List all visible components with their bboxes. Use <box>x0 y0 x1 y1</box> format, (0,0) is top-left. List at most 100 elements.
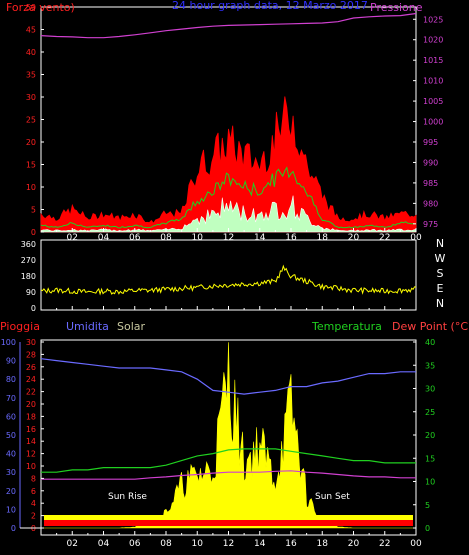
wind-min-area <box>40 195 417 233</box>
solar-tick-label: 20 <box>26 400 36 409</box>
sunset-annotation: Sun Set <box>315 492 350 502</box>
wind-time-tick-label: 22 <box>379 233 390 243</box>
wind-gust-area <box>40 96 417 233</box>
direction-tick-label: 180 <box>21 272 36 281</box>
humidity-line <box>40 358 416 395</box>
pressure-tick-label: 1000 <box>423 118 443 127</box>
wind-average-line <box>40 166 417 229</box>
humidity-tick-label: 30 <box>6 468 16 477</box>
compass-label: N <box>436 297 444 310</box>
direction-time-tick-label: 22 <box>379 0 390 3</box>
solar-tick-label: 28 <box>26 350 36 359</box>
rain-axis-label: Pioggia <box>0 320 40 333</box>
pressure-tick-label: 1020 <box>423 36 443 45</box>
direction-time-tick-label: 12 <box>223 0 234 3</box>
direction-tick-label: 360 <box>21 240 36 249</box>
wind-time-tick-label: 16 <box>285 233 297 243</box>
wind-time-tick-label: 06 <box>129 233 141 243</box>
wind-time-tick-label: 18 <box>317 233 329 243</box>
wind-pressure-plot <box>40 12 417 233</box>
pressure-tick-label: 1010 <box>423 77 443 86</box>
direction-time-tick-label: 16 <box>285 0 297 3</box>
temperature-tick-label: 15 <box>425 454 435 463</box>
temperature-tick-label: 30 <box>425 385 435 394</box>
temperature-tick-label: 20 <box>425 431 435 440</box>
solar-time-tick-label: 02 <box>67 539 78 549</box>
pressure-axis-label: Pressione <box>370 1 423 14</box>
humidity-tick-label: 60 <box>6 412 16 421</box>
pressure-tick-label: 1005 <box>423 97 443 106</box>
direction-tick-label: 90 <box>26 288 36 297</box>
pressure-line <box>40 12 417 39</box>
wind-time-tick-label: 08 <box>160 233 172 243</box>
pressure-tick-label: 995 <box>423 138 438 147</box>
humidity-tick-label: 100 <box>1 338 16 347</box>
temperature-tick-label: 25 <box>425 408 435 417</box>
temperature-tick-label: 40 <box>425 338 435 347</box>
wind-tick-label: 25 <box>26 116 36 125</box>
temperature-tick-label: 0 <box>425 524 430 533</box>
wind-tick-label: 20 <box>26 138 36 147</box>
humidity-tick-label: 50 <box>6 431 16 440</box>
direction-time-tick-label: 00 <box>410 0 422 3</box>
solar-axis-label: Solar <box>117 320 146 333</box>
solar-tick-label: 8 <box>31 474 36 483</box>
wind-direction-plot <box>40 264 417 296</box>
solar-time-tick-label: 08 <box>160 539 172 549</box>
direction-time-tick-label: 02 <box>67 0 78 3</box>
direction-time-tick-label: 14 <box>254 0 266 3</box>
solar-tick-label: 14 <box>26 437 36 446</box>
solar-tick-label: 6 <box>31 487 36 496</box>
solar-tick-label: 12 <box>26 450 36 459</box>
humidity-tick-label: 10 <box>6 505 16 514</box>
wind-time-tick-label: 20 <box>348 233 360 243</box>
pressure-tick-label: 1025 <box>423 15 443 24</box>
solar-time-tick-label: 06 <box>129 539 141 549</box>
direction-time-tick-label: 06 <box>129 0 141 3</box>
pressure-tick-label: 980 <box>423 199 438 208</box>
wind-tick-label: 30 <box>26 93 36 102</box>
rain-bar <box>44 520 413 526</box>
direction-time-tick-label: 08 <box>160 0 172 3</box>
direction-panel-frame <box>40 239 417 311</box>
direction-time-tick-label: 04 <box>98 0 110 3</box>
solar-time-tick-label: 12 <box>223 539 234 549</box>
wind-tick-label: 0 <box>31 228 36 237</box>
wind-tick-label: 5 <box>31 206 36 215</box>
direction-time-tick-label: 10 <box>192 0 204 3</box>
solar-tick-label: 24 <box>26 375 36 384</box>
dewpoint-axis-label: Dew Point (°C) <box>392 320 469 333</box>
humidity-tick-label: 0 <box>11 524 16 533</box>
solar-time-tick-label: 14 <box>254 539 266 549</box>
wind-tick-label: 15 <box>26 161 36 170</box>
wind-time-tick-label: 12 <box>223 233 234 243</box>
solar-area <box>41 342 416 529</box>
temperature-line <box>41 448 416 473</box>
solar-humidity-plot <box>40 342 416 529</box>
temperature-tick-label: 10 <box>425 478 435 487</box>
humidity-tick-label: 80 <box>6 375 16 384</box>
solar-time-tick-label: 10 <box>192 539 204 549</box>
direction-time-tick-label: 20 <box>348 0 360 3</box>
wind-time-tick-label: 00 <box>410 233 422 243</box>
solar-time-tick-label: 16 <box>285 539 297 549</box>
temperature-tick-label: 5 <box>425 501 430 510</box>
temperature-tick-label: 35 <box>425 361 435 370</box>
solar-tick-label: 18 <box>26 412 36 421</box>
solar-time-tick-label: 18 <box>317 539 329 549</box>
direction-time-tick-label: 18 <box>317 0 329 3</box>
solar-tick-label: 22 <box>26 388 36 397</box>
compass-label: W <box>435 252 446 265</box>
solar-tick-label: 2 <box>31 512 36 521</box>
dewpoint-line <box>41 470 416 480</box>
wind-direction-line <box>40 264 417 296</box>
humidity-axis-label: Umidita <box>66 320 109 333</box>
solar-tick-label: 4 <box>31 499 36 508</box>
solar-tick-label: 10 <box>26 462 36 471</box>
direction-tick-label: 270 <box>21 256 36 265</box>
pressure-tick-label: 990 <box>423 158 438 167</box>
sunrise-annotation: Sun Rise <box>108 492 147 502</box>
pressure-tick-label: 985 <box>423 179 438 188</box>
solar-time-tick-label: 22 <box>379 539 390 549</box>
solar-time-tick-label: 00 <box>410 539 422 549</box>
